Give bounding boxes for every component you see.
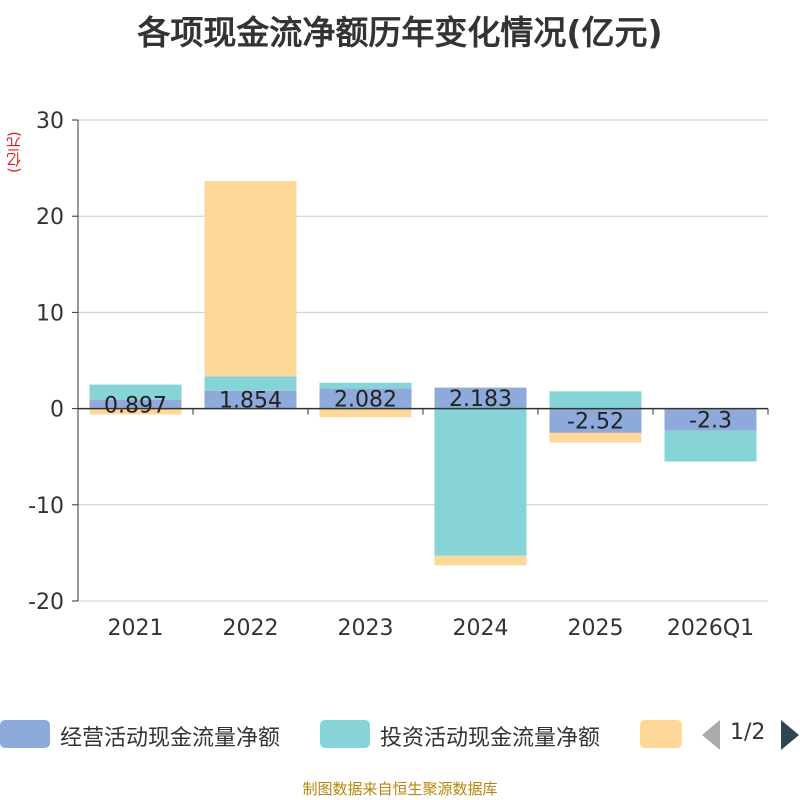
data-label-2022: 1.854: [219, 389, 282, 414]
bar-financing-2022[interactable]: [204, 181, 297, 377]
bar-investing-2023[interactable]: [319, 382, 412, 389]
x-tick-label: 2026Q1: [667, 616, 754, 641]
y-tick-label: -10: [28, 494, 64, 519]
bar-investing-2025[interactable]: [549, 391, 642, 409]
bar-investing-2024[interactable]: [434, 408, 527, 556]
data-label-2024: 2.183: [449, 387, 512, 412]
data-source-note: 制图数据来自恒生聚源数据库: [302, 780, 498, 798]
x-tick-label: 2025: [568, 616, 624, 641]
legend-label-operating[interactable]: 经营活动现金流量净额: [60, 726, 281, 751]
bar-operating-2023[interactable]: [319, 388, 412, 409]
bar-investing-2021[interactable]: [89, 384, 182, 400]
legend: 经营活动现金流量净额 投资活动现金流量净额 1/2: [0, 714, 800, 758]
x-tick-label: 2021: [108, 616, 164, 641]
chart-title: 各项现金流净额历年变化情况(亿元): [137, 13, 663, 52]
y-tick-label: -20: [28, 590, 64, 615]
y-tick-label: 30: [36, 109, 64, 134]
chart-area: 30 20 10 0 -10 -20 0.897 1.854 2.082 2.183 -2.52 -2…: [28, 109, 769, 641]
bar-financing-2024[interactable]: [434, 555, 527, 566]
legend-next-page-icon[interactable]: [781, 720, 799, 750]
data-label-2026Q1: -2.3: [689, 409, 732, 434]
x-tick-label: 2023: [338, 616, 394, 641]
x-tick-label: 2024: [453, 616, 509, 641]
legend-swatch-financing[interactable]: [640, 720, 682, 748]
legend-label-investing[interactable]: 投资活动现金流量净额: [380, 726, 601, 751]
data-label-2023: 2.082: [334, 388, 397, 413]
bar-operating-2021[interactable]: [89, 399, 182, 409]
legend-page-indicator: 1/2: [730, 720, 766, 745]
bar-operating-2024[interactable]: [434, 387, 527, 409]
bar-financing-2021[interactable]: [89, 408, 182, 415]
data-label-2025: -2.52: [567, 410, 624, 435]
y-tick-label: 20: [36, 205, 64, 230]
bar-operating-2025[interactable]: [549, 408, 642, 433]
y-tick-label: 10: [36, 301, 64, 326]
bar-investing-2022[interactable]: [204, 376, 297, 391]
y-tick-label: 0: [50, 398, 64, 423]
bar-operating-2026Q1[interactable]: [664, 408, 757, 431]
legend-swatch-operating[interactable]: [0, 720, 50, 748]
legend-swatch-investing[interactable]: [320, 720, 370, 748]
bar-operating-2022[interactable]: [204, 390, 297, 409]
x-tick-label: 2022: [223, 616, 279, 641]
bar-financing-2025[interactable]: [549, 432, 642, 443]
bar-investing-2026Q1[interactable]: [664, 430, 757, 462]
bar-financing-2023[interactable]: [319, 408, 412, 418]
legend-prev-page-icon[interactable]: [702, 720, 720, 750]
data-label-2021: 0.897: [104, 393, 167, 418]
